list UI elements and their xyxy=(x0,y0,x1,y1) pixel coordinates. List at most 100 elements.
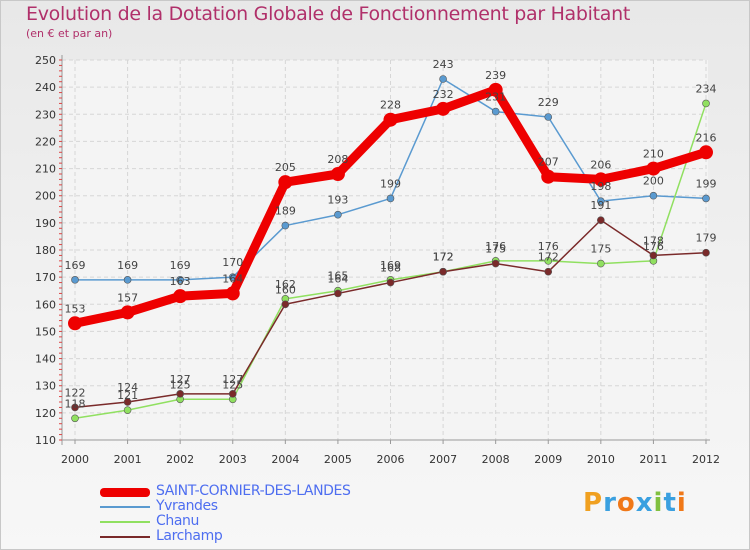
data-label: 169 xyxy=(380,259,401,272)
data-label: 172 xyxy=(433,251,454,264)
x-tick-label: 2004 xyxy=(271,453,299,466)
y-tick-label: 170 xyxy=(35,271,56,284)
data-label: 175 xyxy=(590,243,611,256)
data-point xyxy=(173,289,188,304)
data-label: 243 xyxy=(433,58,454,71)
x-tick-label: 2008 xyxy=(482,453,510,466)
data-point xyxy=(386,194,395,203)
data-point xyxy=(123,276,132,284)
data-label: 208 xyxy=(327,153,348,166)
data-point xyxy=(281,300,290,309)
data-label: 162 xyxy=(275,278,296,291)
y-tick-label: 130 xyxy=(35,380,56,393)
logo-letter: x xyxy=(635,488,654,518)
chart-title: Evolution de la Dotation Globale de Fonc… xyxy=(26,3,631,25)
x-tick-label: 2011 xyxy=(639,453,667,466)
data-point xyxy=(597,216,605,224)
y-tick-label: 180 xyxy=(35,244,56,257)
data-label: 179 xyxy=(696,232,717,245)
data-label: 228 xyxy=(380,99,401,112)
data-label: 175 xyxy=(485,243,506,256)
data-point xyxy=(68,316,82,331)
data-point xyxy=(702,99,710,108)
x-tick-label: 2006 xyxy=(377,453,405,466)
legend-label: Yvrandes xyxy=(156,498,218,514)
data-point xyxy=(334,289,342,298)
data-point xyxy=(649,251,658,260)
data-point xyxy=(593,172,608,187)
data-label: 122 xyxy=(65,386,86,399)
legend-swatch xyxy=(100,536,150,538)
data-label: 231 xyxy=(485,91,506,104)
data-label: 164 xyxy=(222,272,243,285)
y-tick-label: 150 xyxy=(35,325,56,338)
data-label: 127 xyxy=(222,373,243,386)
x-tick-label: 2001 xyxy=(114,453,142,466)
y-tick-label: 230 xyxy=(35,108,56,121)
data-point xyxy=(597,259,605,268)
data-point xyxy=(123,406,132,414)
data-label: 157 xyxy=(117,291,138,304)
proxiti-logo: Proxiti xyxy=(583,488,687,518)
data-point xyxy=(544,113,553,121)
data-label: 199 xyxy=(380,177,401,190)
legend-swatch xyxy=(100,521,150,523)
x-tick-label: 2003 xyxy=(219,453,247,466)
y-tick-label: 160 xyxy=(35,298,56,311)
data-point xyxy=(544,257,553,265)
data-point xyxy=(334,210,342,219)
data-label: 216 xyxy=(696,131,717,144)
data-label: 169 xyxy=(117,259,138,272)
x-tick-label: 2007 xyxy=(429,453,457,466)
x-tick-label: 2012 xyxy=(692,453,720,466)
data-point xyxy=(439,267,447,276)
logo-letter: o xyxy=(616,488,636,518)
data-label: 163 xyxy=(170,275,191,288)
data-label: 170 xyxy=(222,256,243,269)
data-label: 232 xyxy=(433,88,454,101)
x-tick-label: 2005 xyxy=(324,453,352,466)
data-label: 118 xyxy=(65,397,86,410)
y-tick-label: 220 xyxy=(35,135,56,148)
data-label: 189 xyxy=(275,205,296,218)
data-point xyxy=(597,197,605,205)
data-label: 207 xyxy=(538,156,559,169)
y-tick-label: 140 xyxy=(35,353,56,366)
data-point xyxy=(544,267,553,276)
data-label: 165 xyxy=(327,270,348,283)
data-point xyxy=(439,75,447,83)
data-point xyxy=(491,259,500,268)
data-label: 178 xyxy=(643,234,664,247)
data-label: 198 xyxy=(590,180,611,193)
data-point xyxy=(383,112,398,127)
data-point xyxy=(649,191,658,200)
data-label: 176 xyxy=(538,240,559,253)
data-label: 206 xyxy=(590,158,611,171)
y-tick-label: 120 xyxy=(35,407,56,420)
y-tick-label: 110 xyxy=(35,434,56,447)
data-label: 193 xyxy=(327,194,348,207)
data-point xyxy=(646,161,661,176)
x-tick-label: 2010 xyxy=(587,453,615,466)
legend-swatch xyxy=(100,506,150,508)
data-point xyxy=(491,107,500,116)
y-tick-label: 240 xyxy=(35,81,56,94)
data-point xyxy=(281,221,290,230)
logo-letter: r xyxy=(603,488,617,518)
data-point xyxy=(702,194,710,203)
y-tick-label: 210 xyxy=(35,163,56,176)
logo-letter: i xyxy=(653,488,664,518)
data-label: 191 xyxy=(590,199,611,212)
data-label: 160 xyxy=(275,283,296,296)
data-point xyxy=(123,398,132,406)
x-tick-label: 2009 xyxy=(534,453,562,466)
data-label: 210 xyxy=(643,148,664,161)
data-label: 125 xyxy=(222,378,243,391)
data-label: 125 xyxy=(170,378,191,391)
data-point xyxy=(176,276,184,284)
data-point xyxy=(71,403,79,412)
legend-label: Larchamp xyxy=(156,528,223,544)
logo-letter: t xyxy=(663,488,677,518)
data-label: 124 xyxy=(117,381,138,394)
y-tick-label: 200 xyxy=(35,190,56,203)
